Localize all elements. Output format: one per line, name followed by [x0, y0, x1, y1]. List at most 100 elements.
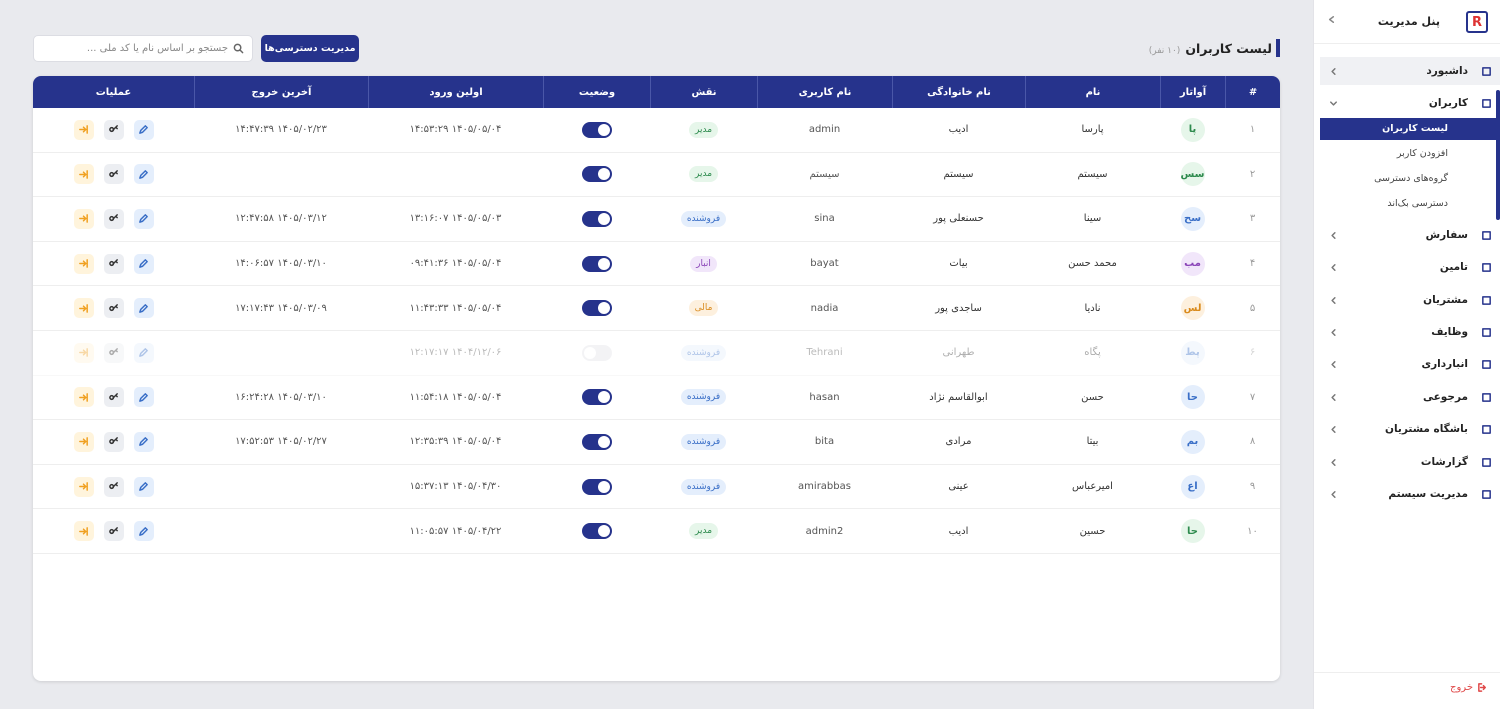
edit-button[interactable]: [133, 521, 154, 542]
edit-button[interactable]: [133, 298, 154, 319]
status-toggle[interactable]: [581, 121, 612, 138]
table-cell: [33, 242, 194, 286]
login-as-button[interactable]: [73, 431, 94, 452]
key-button[interactable]: [103, 342, 124, 363]
edit-button[interactable]: [133, 431, 154, 452]
table-cell: [33, 197, 194, 241]
table-row: ۱ پا پارسا ادیب admin مدیر ۱۴۰۵/۰۵/۰۴ ۱۴:۵۳:۲۹…: [33, 108, 1280, 153]
edit-button[interactable]: [133, 253, 154, 274]
icon: [139, 482, 148, 491]
table-cell: [33, 376, 194, 420]
key-button[interactable]: [103, 476, 124, 497]
submenu-item[interactable]: دسترسی بک‌اند: [1320, 193, 1500, 215]
icon: [109, 526, 118, 534]
icon: [79, 392, 88, 402]
status-toggle[interactable]: [581, 523, 612, 540]
table-row: ۷ حا حسن ابوالقاسم نژاد hasan فروشنده ۱۴۰۵/۰۵/…: [33, 376, 1280, 421]
menu-label: تامین: [1439, 261, 1468, 274]
menu-item[interactable]: مرجوعی: [1320, 383, 1500, 411]
login-as-button[interactable]: [73, 476, 94, 497]
icon: [79, 437, 88, 447]
username: nadia: [810, 302, 839, 314]
login-as-button[interactable]: [73, 342, 94, 363]
icon: [1331, 264, 1336, 272]
toggle-knob: [597, 435, 610, 448]
menu-item[interactable]: انبارداری: [1320, 350, 1500, 378]
title-bar: [1276, 39, 1280, 57]
edit-button[interactable]: [133, 476, 154, 497]
login-as-button[interactable]: [73, 119, 94, 140]
menu-item[interactable]: وظایف: [1320, 318, 1500, 346]
menu-item[interactable]: کاربران: [1320, 89, 1500, 117]
access-button[interactable]: مدیریت دسترسی‌ها: [261, 35, 359, 62]
menu-item[interactable]: سفارش: [1320, 221, 1500, 249]
login-as-button[interactable]: [73, 521, 94, 542]
table-cell: ۱۴۰۵/۰۵/۰۴ ۱۱:۴۳:۳۳: [368, 286, 543, 330]
login-as-button[interactable]: [73, 298, 94, 319]
collapse-toggle[interactable]: [1326, 14, 1337, 28]
key-button[interactable]: [103, 164, 124, 185]
username: hasan: [809, 391, 840, 403]
icon: [79, 348, 88, 358]
menu-item[interactable]: باشگاه مشتریان: [1320, 415, 1500, 443]
submenu-item[interactable]: گروه‌های دسترسی: [1320, 168, 1500, 190]
status-toggle[interactable]: [581, 210, 612, 227]
edit-button[interactable]: [133, 119, 154, 140]
username: bayat: [810, 258, 839, 270]
icon: [1330, 101, 1337, 106]
menu-item[interactable]: تامین: [1320, 253, 1500, 281]
menu-item[interactable]: داشبورد: [1320, 57, 1500, 85]
icon: [1482, 490, 1491, 499]
last-name: ادیب: [948, 525, 969, 537]
status-toggle[interactable]: [581, 344, 612, 361]
key-button[interactable]: [103, 298, 124, 319]
divider: [1314, 672, 1500, 673]
row-index: ۶: [1249, 347, 1256, 359]
table-cell: ۴: [1225, 242, 1280, 286]
column-header: نام خانوادگی: [892, 76, 1025, 108]
status-toggle[interactable]: [581, 255, 612, 272]
status-toggle[interactable]: [581, 300, 612, 317]
key-button[interactable]: [103, 119, 124, 140]
edit-button[interactable]: [133, 387, 154, 408]
row-index: ۸: [1249, 436, 1256, 448]
login-as-button[interactable]: [73, 208, 94, 229]
key-button[interactable]: [103, 521, 124, 542]
table-cell: [33, 153, 194, 197]
last-logout: ۱۴۰۵/۰۳/۱۲ ۱۲:۴۷:۵۸: [235, 213, 327, 225]
login-as-button[interactable]: [73, 164, 94, 185]
edit-button[interactable]: [133, 164, 154, 185]
status-toggle[interactable]: [581, 478, 612, 495]
first-name: امیرعباس: [1072, 481, 1113, 493]
submenu-item[interactable]: افزودن کاربر: [1320, 143, 1500, 165]
logout[interactable]: خروج: [1450, 682, 1488, 693]
key-button[interactable]: [103, 208, 124, 229]
table-cell: ۱۴۰۵/۰۳/۱۰ ۱۴:۰۶:۵۷: [194, 242, 368, 286]
table-cell: فروشنده: [650, 420, 757, 464]
key-button[interactable]: [103, 431, 124, 452]
status-toggle[interactable]: [581, 166, 612, 183]
table-cell: ۱۴۰۵/۰۳/۱۰ ۱۶:۲۴:۲۸: [194, 376, 368, 420]
key-button[interactable]: [103, 387, 124, 408]
submenu-item[interactable]: لیست کاربران: [1320, 117, 1500, 140]
login-as-button[interactable]: [73, 253, 94, 274]
first-name: سیستم: [1077, 168, 1108, 180]
username: admin: [808, 124, 841, 136]
table-cell: بیتا: [1025, 420, 1160, 464]
avatar: سح: [1180, 206, 1205, 231]
edit-button[interactable]: [133, 208, 154, 229]
username: sina: [814, 213, 835, 225]
search-input[interactable]: جستجو بر اساس نام یا کد ملی ...: [33, 35, 253, 62]
menu-item[interactable]: مشتریان: [1320, 286, 1500, 314]
login-as-button[interactable]: [73, 387, 94, 408]
key-button[interactable]: [103, 253, 124, 274]
edit-button[interactable]: [133, 342, 154, 363]
menu-item[interactable]: گزارشات: [1320, 448, 1500, 476]
status-toggle[interactable]: [581, 433, 612, 450]
status-toggle[interactable]: [581, 389, 612, 406]
menu-item[interactable]: مدیریت سیستم: [1320, 480, 1500, 508]
last-name: طهرانی: [942, 347, 975, 359]
last-logout: ۱۴۰۵/۰۲/۲۳ ۱۴:۴۷:۳۹: [235, 124, 327, 136]
icon: [79, 526, 88, 536]
icon: [109, 125, 118, 133]
